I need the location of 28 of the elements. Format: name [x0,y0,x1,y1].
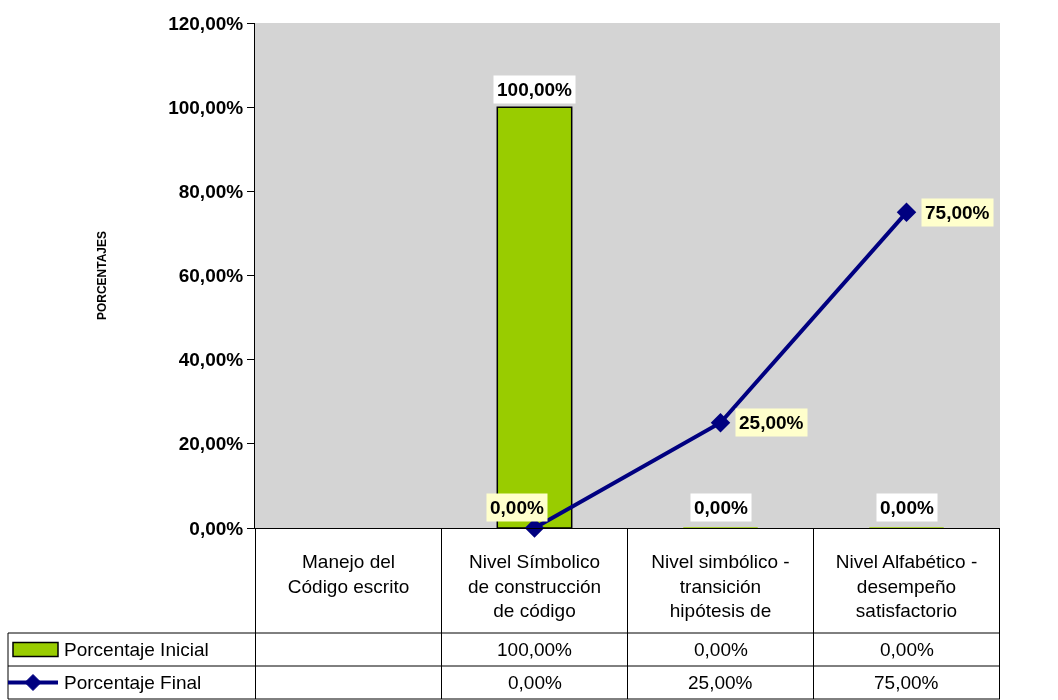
y-tick-label: 80,00% [178,180,244,202]
data-label: 0,00% [694,639,748,660]
data-label: 100,00% [497,639,573,660]
x-tick-label: Manejo del Código escrito [287,550,410,597]
y-tick-label: 120,00% [168,12,244,34]
data-label: 0,00% [880,639,934,660]
y-tick-label: 100,00% [168,96,244,118]
point [710,413,731,433]
legend-label: Porcentaje Inicial [64,639,209,660]
x-tick-label: Nivel Alfabético - desempeño satisfactorio [835,550,978,622]
y-tick-label: 60,00% [178,265,244,287]
y-tick-label: 20,00% [178,433,244,455]
point [896,202,917,223]
x-tick-label: Nivel simbólico - transición hipótesis de [651,550,790,622]
legend-label: Porcentaje Final [64,672,202,693]
data-label: 25,00% [688,672,753,693]
text: 25,00% [739,412,804,433]
text: 0,00% [490,497,544,518]
x-tick-label: Nivel Símbolico de construcción de código [467,550,602,622]
text: 75,00% [925,202,990,223]
y-tick-label: 0,00% [189,517,244,539]
text: 0,00% [694,497,748,518]
y-tick-label: 40,00% [178,349,244,371]
data-label: 0,00% [508,672,562,693]
text: 0,00% [880,497,934,518]
y-axis-title: PORCENTAJES [95,230,110,321]
data-label: 75,00% [874,672,939,693]
text: 100,00% [497,79,573,100]
